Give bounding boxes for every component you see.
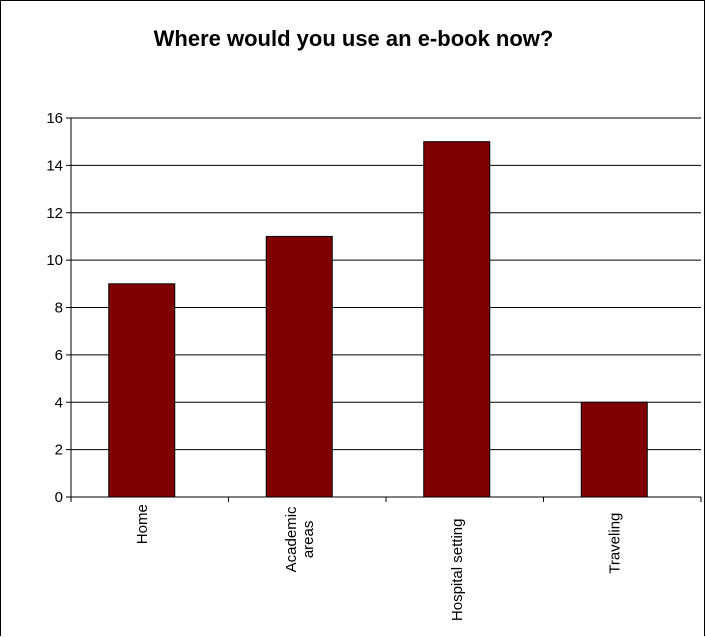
- y-tick-label: 0: [55, 489, 63, 506]
- x-category-label-line: Academic: [283, 506, 300, 572]
- y-tick-label: 8: [55, 300, 63, 317]
- y-tick-label: 16: [46, 110, 63, 127]
- x-category-label-line: Home: [134, 504, 151, 544]
- bar: [266, 236, 332, 497]
- x-category-label: Home: [134, 504, 151, 544]
- x-category-label-line: areas: [300, 521, 317, 559]
- x-category-label: Academicareas: [283, 506, 317, 572]
- y-tick-label: 2: [55, 442, 63, 459]
- y-tick-label: 10: [46, 252, 63, 269]
- x-category-label: Traveling: [606, 513, 623, 574]
- y-tick-label: 4: [55, 394, 63, 411]
- bar: [424, 142, 490, 497]
- y-tick-label: 14: [46, 157, 63, 174]
- x-category-label-line: Hospital setting: [449, 519, 466, 622]
- y-tick-label: 6: [55, 347, 63, 364]
- bar: [581, 402, 647, 497]
- x-category-label: Hospital setting: [449, 519, 466, 622]
- x-category-label-line: Traveling: [606, 513, 623, 574]
- y-tick-label: 12: [46, 205, 63, 222]
- bar: [109, 284, 175, 497]
